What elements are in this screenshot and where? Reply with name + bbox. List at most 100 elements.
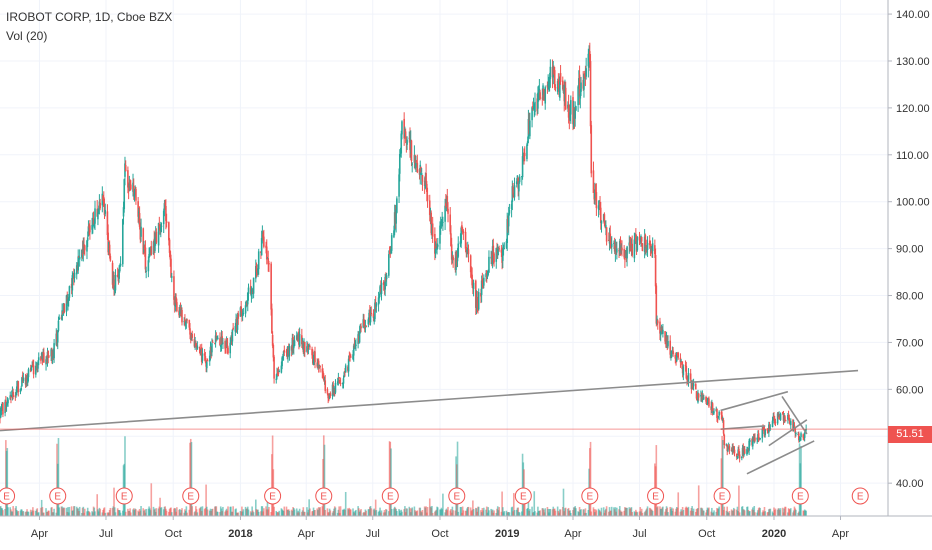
earnings-marker[interactable]: E <box>791 487 809 505</box>
earnings-badge[interactable] <box>0 487 16 505</box>
earnings-marker[interactable]: E <box>182 487 200 505</box>
candle-body <box>436 247 438 250</box>
volume-bar <box>130 512 132 516</box>
volume-bar <box>728 511 731 516</box>
volume-bar <box>655 445 658 516</box>
y-tick-label[interactable]: 110.00 <box>896 150 929 162</box>
y-tick-label[interactable]: 80.00 <box>896 291 924 303</box>
earnings-label: E <box>453 492 460 503</box>
earnings-badge[interactable] <box>448 487 466 505</box>
candle-body <box>273 356 275 379</box>
earnings-marker[interactable]: E <box>381 487 399 505</box>
x-tick-label[interactable]: Jul <box>99 528 113 540</box>
x-tick-label[interactable]: Apr <box>31 528 48 540</box>
earnings-badge[interactable] <box>514 487 532 505</box>
earnings-marker[interactable]: E <box>49 487 67 505</box>
earnings-badge[interactable] <box>182 487 200 505</box>
candle-body <box>144 247 147 270</box>
last-price-tag: 51.51 <box>888 426 932 443</box>
x-tick-label[interactable]: Oct <box>431 528 448 540</box>
y-tick-label[interactable]: 90.00 <box>896 244 924 256</box>
volume-bar <box>425 506 427 516</box>
candle-body <box>252 277 255 294</box>
earnings-label: E <box>320 492 327 503</box>
earnings-marker[interactable]: E <box>264 487 282 505</box>
candle-body <box>181 309 183 323</box>
volume-bar <box>517 507 519 516</box>
volume-bar <box>150 483 153 516</box>
earnings-marker[interactable]: E <box>448 487 466 505</box>
earnings-badge[interactable] <box>49 487 67 505</box>
candle-body <box>583 73 586 78</box>
x-tick-label[interactable]: Jul <box>632 528 646 540</box>
trendline[interactable] <box>768 419 808 447</box>
trendline[interactable] <box>0 369 859 432</box>
candle-body <box>694 383 697 390</box>
x-tick-label[interactable]: 2018 <box>228 528 252 540</box>
candle-body <box>221 336 223 344</box>
candle-body <box>430 212 433 234</box>
candle-body <box>27 369 30 378</box>
candle-body <box>329 393 332 397</box>
y-tick-label[interactable]: 140.00 <box>896 9 930 21</box>
candle-body <box>262 234 264 238</box>
earnings-marker[interactable]: E <box>514 487 532 505</box>
y-tick-label[interactable]: 130.00 <box>896 56 930 68</box>
symbol-legend[interactable]: IROBOT CORP, 1D, Cboe BZX <box>6 10 173 24</box>
y-tick-label[interactable]: 70.00 <box>896 337 924 349</box>
earnings-marker[interactable]: E <box>647 487 665 505</box>
candle-body <box>726 444 729 452</box>
trendline[interactable] <box>720 425 766 431</box>
trendlines[interactable] <box>0 369 859 475</box>
candle-body <box>214 343 216 345</box>
earnings-marker[interactable]: E <box>0 487 16 505</box>
x-tick-label[interactable]: Apr <box>298 528 315 540</box>
candle-body <box>314 351 316 363</box>
earnings-marker[interactable]: E <box>115 487 133 505</box>
earnings-badge[interactable] <box>713 487 731 505</box>
candle-body <box>638 236 641 241</box>
volume-bar <box>53 508 55 516</box>
x-tick-label[interactable]: 2020 <box>762 528 786 540</box>
volume-bar <box>636 512 639 516</box>
earnings-badge[interactable] <box>647 487 665 505</box>
earnings-badge[interactable] <box>264 487 282 505</box>
trendline[interactable] <box>746 440 815 475</box>
earnings-marker[interactable]: E <box>851 487 869 505</box>
volume-legend[interactable]: Vol (20) <box>6 29 48 43</box>
x-tick-label[interactable]: Apr <box>832 528 849 540</box>
x-tick-label[interactable]: Apr <box>564 528 581 540</box>
trendline[interactable] <box>720 390 789 412</box>
volume-bar <box>170 507 172 516</box>
x-tick-label[interactable]: Oct <box>698 528 715 540</box>
earnings-badge[interactable] <box>581 487 599 505</box>
x-tick-label[interactable]: Oct <box>165 528 182 540</box>
y-tick-label[interactable]: 100.00 <box>896 197 930 209</box>
earnings-badge[interactable] <box>381 487 399 505</box>
earnings-badge[interactable] <box>115 487 133 505</box>
y-tick-label[interactable]: 40.00 <box>896 478 924 490</box>
volume-bar <box>547 508 549 516</box>
trendline[interactable] <box>781 395 808 435</box>
candle-body <box>338 377 340 379</box>
y-tick-label[interactable]: 120.00 <box>896 103 930 115</box>
candle-body <box>311 348 313 356</box>
x-tick-label[interactable]: 2019 <box>495 528 519 540</box>
earnings-marker[interactable]: E <box>713 487 731 505</box>
volume-bar <box>713 510 715 516</box>
earnings-marker[interactable]: E <box>581 487 599 505</box>
candle-body <box>470 273 473 276</box>
x-tick-label[interactable]: Jul <box>366 528 380 540</box>
earnings-marker[interactable]: E <box>315 487 333 505</box>
earnings-badge[interactable] <box>315 487 333 505</box>
y-tick-label[interactable]: 60.00 <box>896 384 924 396</box>
earnings-badge[interactable] <box>851 487 869 505</box>
earnings-badge[interactable] <box>791 487 809 505</box>
volume-bar <box>722 440 724 516</box>
volume-bar <box>261 506 264 516</box>
candle-body <box>605 227 608 242</box>
candle-body <box>604 221 606 228</box>
